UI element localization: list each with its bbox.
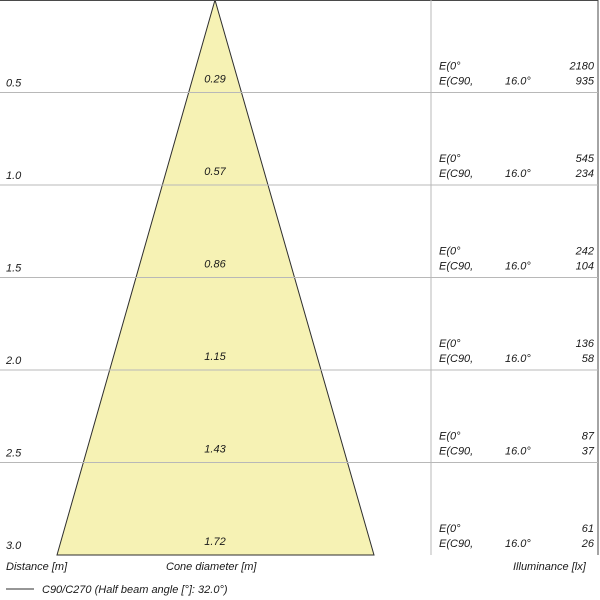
e0-label: E(0° [439, 246, 461, 258]
cone-diameter-value: 1.15 [204, 351, 226, 363]
cone-diameter-axis-label: Cone diameter [m] [166, 561, 257, 573]
distance-value: 1.0 [6, 170, 22, 182]
e90-label: E(C90, [439, 76, 473, 88]
distance-axis-label: Distance [m] [6, 561, 68, 573]
e0-label: E(0° [439, 431, 461, 443]
e90-label: E(C90, [439, 538, 473, 550]
e90-illuminance-value: 58 [582, 353, 595, 365]
e90-label: E(C90, [439, 168, 473, 180]
distance-row: 0.5 0.29 E(0° E(C90, 16.0° 2180 935 [6, 61, 595, 90]
distance-value: 2.0 [5, 355, 22, 367]
e0-label: E(0° [439, 338, 461, 350]
e90-illuminance-value: 37 [582, 446, 595, 458]
cone-diameter-value: 0.86 [204, 259, 226, 271]
e0-illuminance-value: 61 [582, 523, 594, 535]
cone-diameter-value: 0.57 [204, 166, 226, 178]
e90-illuminance-value: 26 [581, 538, 595, 550]
e90-label: E(C90, [439, 261, 473, 273]
cone-diameter-value: 1.43 [204, 444, 226, 456]
e0-label: E(0° [439, 61, 461, 73]
half-beam-angle: 16.0° [505, 353, 531, 365]
half-beam-angle: 16.0° [505, 168, 531, 180]
e0-illuminance-value: 136 [576, 338, 595, 350]
e90-label: E(C90, [439, 446, 473, 458]
row-separators [0, 92, 598, 463]
distance-value: 3.0 [6, 540, 22, 552]
legend-label: C90/C270 (Half beam angle [°]: 32.0°) [42, 584, 228, 596]
half-beam-angle: 16.0° [505, 538, 531, 550]
e90-illuminance-value: 104 [576, 261, 594, 273]
e0-illuminance-value: 545 [576, 153, 595, 165]
e0-illuminance-value: 242 [575, 246, 594, 258]
half-beam-angle: 16.0° [505, 76, 531, 88]
distance-row: 1.0 0.57 E(0° E(C90, 16.0° 545 234 [6, 153, 595, 182]
cone-diameter-value: 1.72 [204, 536, 225, 548]
e90-illuminance-value: 234 [575, 168, 594, 180]
distance-value: 0.5 [6, 78, 22, 90]
half-beam-angle: 16.0° [505, 261, 531, 273]
distance-row: 3.0 1.72 E(0° E(C90, 16.0° 61 26 [6, 523, 595, 552]
distance-value: 2.5 [5, 448, 22, 460]
distance-value: 1.5 [6, 263, 22, 275]
half-beam-angle: 16.0° [505, 446, 531, 458]
e90-label: E(C90, [439, 353, 473, 365]
distance-row: 2.5 1.43 E(0° E(C90, 16.0° 87 37 [5, 431, 595, 460]
e0-label: E(0° [439, 153, 461, 165]
e0-illuminance-value: 2180 [569, 61, 595, 73]
illuminance-axis-label: Illuminance [lx] [513, 561, 587, 573]
cone-diameter-value: 0.29 [204, 74, 225, 86]
e90-illuminance-value: 935 [576, 76, 595, 88]
distance-rows: 0.5 0.29 E(0° E(C90, 16.0° 2180 935 1.0 0.57 E(0°… [5, 61, 595, 553]
e0-illuminance-value: 87 [582, 431, 595, 443]
distance-row: 2.0 1.15 E(0° E(C90, 16.0° 136 58 [5, 338, 595, 367]
e0-label: E(0° [439, 523, 461, 535]
distance-row: 1.5 0.86 E(0° E(C90, 16.0° 242 104 [6, 246, 594, 275]
